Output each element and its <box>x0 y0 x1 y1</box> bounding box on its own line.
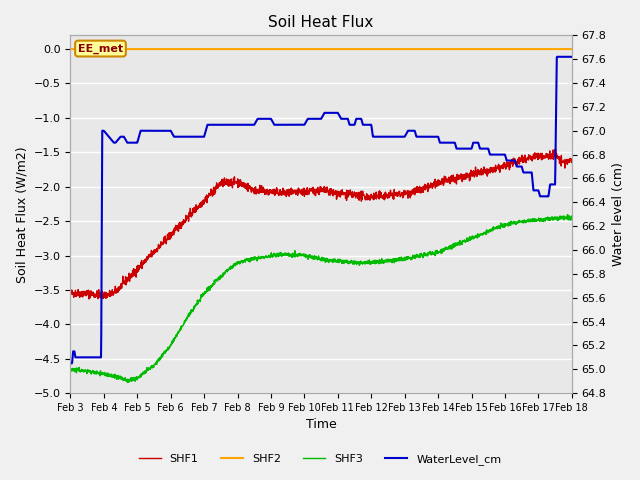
SHF1 <box>554 154 561 159</box>
SHF2 <box>92 46 100 52</box>
SHF2 <box>553 46 561 52</box>
Line: SHF3: SHF3 <box>70 215 572 383</box>
Y-axis label: Water level (cm): Water level (cm) <box>612 162 625 266</box>
SHF2 <box>461 46 469 52</box>
SHF1 <box>552 146 559 152</box>
SHF3 <box>67 367 74 372</box>
SHF3 <box>92 371 100 376</box>
Line: WaterLevel_cm: WaterLevel_cm <box>70 57 572 363</box>
Title: Soil Heat Flux: Soil Heat Flux <box>268 15 374 30</box>
SHF3 <box>554 216 561 222</box>
SHF2 <box>568 46 576 52</box>
SHF3 <box>554 214 561 220</box>
SHF1 <box>310 189 318 195</box>
SHF1 <box>85 296 93 302</box>
SHF3 <box>568 215 576 220</box>
SHF1 <box>568 159 576 165</box>
WaterLevel_cm <box>297 122 305 128</box>
Y-axis label: Soil Heat Flux (W/m2): Soil Heat Flux (W/m2) <box>15 146 28 283</box>
SHF1 <box>554 155 562 161</box>
WaterLevel_cm <box>553 54 561 60</box>
SHF1 <box>92 293 100 299</box>
SHF1 <box>461 173 469 179</box>
SHF3 <box>564 212 572 217</box>
SHF3 <box>461 238 469 243</box>
SHF1 <box>298 187 305 193</box>
Text: EE_met: EE_met <box>78 43 123 54</box>
WaterLevel_cm <box>67 360 74 366</box>
WaterLevel_cm <box>310 116 318 122</box>
SHF2 <box>297 46 305 52</box>
X-axis label: Time: Time <box>306 419 337 432</box>
SHF3 <box>298 253 305 259</box>
SHF2 <box>554 46 561 52</box>
SHF2 <box>310 46 318 52</box>
SHF2 <box>67 46 74 52</box>
Line: SHF1: SHF1 <box>70 149 572 299</box>
Legend: SHF1, SHF2, SHF3, WaterLevel_cm: SHF1, SHF2, SHF3, WaterLevel_cm <box>134 450 506 469</box>
WaterLevel_cm <box>461 146 469 152</box>
WaterLevel_cm <box>92 354 100 360</box>
WaterLevel_cm <box>554 54 561 60</box>
WaterLevel_cm <box>554 54 561 60</box>
SHF3 <box>124 380 131 385</box>
SHF3 <box>310 252 318 258</box>
WaterLevel_cm <box>568 54 576 60</box>
SHF1 <box>67 289 74 295</box>
